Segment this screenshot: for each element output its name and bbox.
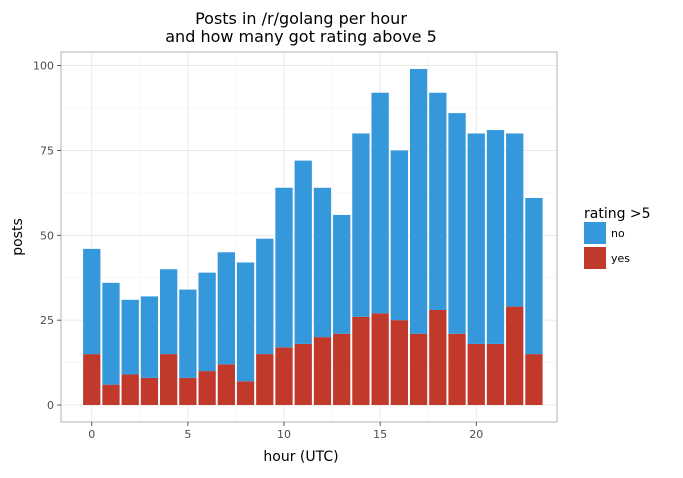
bar-yes-hour-4 [160,354,178,406]
legend-swatch-no [584,222,606,244]
bar-no-hour-10 [275,187,293,348]
bar-no-hour-1 [102,282,120,385]
bar-no-hour-12 [313,187,332,338]
plot-panel-border [60,51,558,423]
bar-no-hour-13 [333,214,351,334]
y-tick-label: 0 [47,399,54,412]
bar-no-hour-22 [506,133,524,307]
bar-yes-hour-19 [448,333,466,406]
bar-no-hour-21 [486,130,505,344]
y-tick-label: 100 [33,60,54,73]
bar-yes-hour-8 [236,381,255,406]
x-tick-label: 10 [277,428,291,441]
bar-yes-hour-0 [83,354,101,406]
bar-yes-hour-22 [506,306,524,406]
bar-yes-hour-23 [525,354,543,406]
bar-no-hour-18 [429,92,447,310]
bar-yes-hour-20 [467,343,485,406]
bar-yes-hour-2 [121,374,139,406]
y-axis-ticks: 0 25 50 75 100 [33,60,61,412]
y-tick-label: 25 [40,314,54,327]
bar-yes-hour-9 [256,354,274,406]
bar-yes-hour-17 [409,333,428,406]
x-axis-ticks: 0 5 10 15 20 [88,422,483,441]
legend: rating >5 no yes [584,206,651,269]
x-tick-label: 15 [373,428,387,441]
bar-yes-hour-10 [275,347,293,406]
y-tick-label: 50 [40,229,54,242]
y-axis-title: posts [10,218,26,256]
bar-yes-hour-11 [294,343,312,406]
bar-yes-hour-16 [390,320,409,406]
bar-no-hour-17 [409,68,428,334]
bars-group [83,68,543,406]
bar-yes-hour-6 [198,371,216,406]
legend-label-yes: yes [611,252,630,265]
bar-yes-hour-12 [313,337,332,406]
legend-swatch-yes [584,247,606,269]
bar-no-hour-6 [198,272,216,372]
x-axis-title: hour (UTC) [263,449,338,465]
x-tick-label: 5 [184,428,191,441]
bar-yes-hour-3 [140,377,159,406]
bar-no-hour-8 [236,262,255,382]
bar-yes-hour-18 [429,309,447,406]
bar-no-hour-5 [179,289,197,378]
bar-no-hour-15 [371,92,389,314]
bar-yes-hour-1 [102,384,120,406]
y-tick-label: 75 [40,144,54,157]
bar-no-hour-20 [467,133,485,344]
bar-no-hour-11 [294,160,312,344]
bar-no-hour-16 [390,150,409,321]
bar-no-hour-3 [140,296,159,378]
bar-no-hour-19 [448,113,466,334]
bar-no-hour-23 [525,197,543,355]
bar-no-hour-9 [256,238,274,355]
legend-title: rating >5 [584,206,651,222]
bar-yes-hour-14 [352,316,370,406]
x-tick-label: 20 [469,428,483,441]
legend-label-no: no [611,227,625,240]
bar-no-hour-2 [121,299,139,375]
chart-title-line-2: and how many got rating above 5 [165,27,437,46]
bar-yes-hour-13 [333,333,351,406]
chart-title-line-1: Posts in /r/golang per hour [195,9,407,28]
bar-yes-hour-7 [217,364,235,406]
x-tick-label: 0 [88,428,95,441]
bar-no-hour-0 [83,248,101,355]
bar-yes-hour-5 [179,377,197,406]
bar-yes-hour-21 [486,343,505,406]
bar-yes-hour-15 [371,313,389,406]
bar-no-hour-7 [217,252,235,365]
bar-no-hour-14 [352,133,370,317]
bar-no-hour-4 [160,269,178,355]
